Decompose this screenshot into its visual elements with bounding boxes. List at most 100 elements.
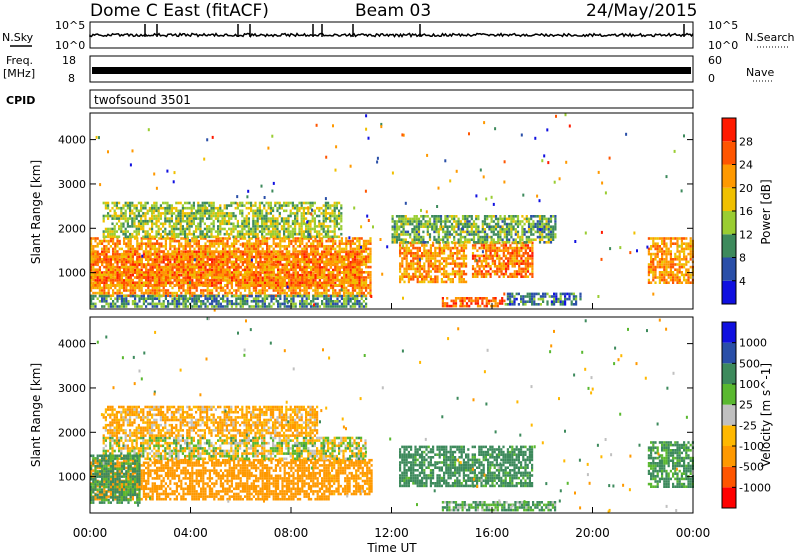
heatmap-cell xyxy=(197,271,200,274)
heatmap-cell xyxy=(314,239,317,243)
heatmap-cell xyxy=(123,281,126,284)
heatmap-cell xyxy=(167,258,170,261)
heatmap-cell xyxy=(266,250,269,253)
heatmap-cell xyxy=(259,245,262,248)
heatmap-cell xyxy=(214,214,217,218)
heatmap-cell xyxy=(367,286,370,290)
heatmap-cell xyxy=(201,217,204,220)
heatmap-cell xyxy=(252,271,255,274)
heatmap-cell xyxy=(228,273,231,277)
heatmap-cell xyxy=(280,217,283,220)
heatmap-cell xyxy=(167,255,170,258)
heatmap-cell xyxy=(113,209,116,213)
heatmap-cell xyxy=(131,286,134,290)
heatmap-cell xyxy=(276,232,279,236)
heatmap-cell xyxy=(90,284,93,287)
heatmap-cell xyxy=(101,247,104,251)
heatmap-cell xyxy=(252,242,255,245)
heatmap-cell xyxy=(160,237,163,240)
cpid-value: twofsound 3501 xyxy=(94,93,191,107)
heatmap-cell xyxy=(268,250,271,253)
heatmap-cell xyxy=(184,268,187,272)
heatmap-cell xyxy=(147,281,150,284)
heatmap-cell xyxy=(324,201,327,205)
heatmap-cell xyxy=(189,247,192,251)
heatmap-cell xyxy=(285,250,288,253)
heatmap-cell xyxy=(305,265,308,269)
heatmap-cell xyxy=(173,266,176,269)
heatmap-cell xyxy=(191,281,194,284)
heatmap-cell xyxy=(405,254,408,258)
heatmap-cell xyxy=(252,217,255,220)
heatmap-cell xyxy=(261,297,264,300)
heatmap-cell xyxy=(316,281,319,284)
heatmap-cell xyxy=(233,239,236,243)
heatmap-cell xyxy=(292,305,295,308)
freq-tick-top: 18 xyxy=(62,54,76,67)
heatmap-cell xyxy=(407,280,410,284)
heatmap-cell xyxy=(94,284,97,287)
heatmap-cell xyxy=(288,289,291,292)
heatmap-cell xyxy=(219,242,222,245)
heatmap-cell xyxy=(321,260,324,264)
heatmap-cell xyxy=(263,289,266,292)
heatmap-cell xyxy=(96,245,99,248)
heatmap-cell xyxy=(147,268,150,272)
heatmap-cell xyxy=(248,273,251,277)
heatmap-cell xyxy=(138,258,141,261)
heatmap-cell xyxy=(180,281,183,284)
heatmap-cell xyxy=(239,225,242,228)
heatmap-cell xyxy=(351,268,354,271)
heatmap-cell xyxy=(369,278,372,282)
heatmap-cell xyxy=(235,252,238,256)
heatmap-cell xyxy=(162,260,165,264)
heatmap-cell xyxy=(162,230,165,233)
heatmap-cell xyxy=(294,265,297,269)
heatmap-cell xyxy=(311,201,314,205)
heatmap-cell xyxy=(114,247,117,251)
heatmap-cell xyxy=(332,286,335,290)
heatmap-cell xyxy=(296,286,299,290)
heatmap-cell xyxy=(299,291,302,295)
heatmap-cell xyxy=(217,227,220,231)
heatmap-cell xyxy=(255,286,258,290)
heatmap-cell xyxy=(270,276,273,279)
heatmap-cell xyxy=(336,297,339,300)
heatmap-cell xyxy=(257,281,260,284)
heatmap-cell xyxy=(158,281,161,285)
heatmap-cell xyxy=(327,252,330,256)
heatmap-cell xyxy=(416,254,419,258)
heatmap-cell xyxy=(277,291,280,295)
heatmap-cell xyxy=(362,255,365,258)
heatmap-cell xyxy=(303,260,306,264)
heatmap-cell xyxy=(113,225,116,228)
heatmap-cell xyxy=(101,258,104,261)
heatmap-cell xyxy=(270,255,273,258)
heatmap-cell xyxy=(184,276,187,279)
heatmap-cell xyxy=(138,278,141,282)
heatmap-cell xyxy=(189,278,192,282)
heatmap-cell xyxy=(96,258,99,261)
heatmap-cell xyxy=(92,278,95,282)
heatmap-cell xyxy=(259,239,262,243)
heatmap-cell xyxy=(323,263,326,266)
heatmap-cell xyxy=(248,247,251,251)
heatmap-cell xyxy=(199,204,202,207)
heatmap-cell xyxy=(118,297,121,300)
heatmap-cell xyxy=(261,271,264,274)
heatmap-cell xyxy=(147,284,150,287)
heatmap-cell xyxy=(244,294,247,298)
heatmap-cell xyxy=(280,225,283,228)
heatmap-cell xyxy=(263,230,266,233)
heatmap-cell xyxy=(98,239,101,243)
heatmap-cell xyxy=(268,286,271,290)
heatmap-cell xyxy=(186,258,189,261)
heatmap-cell xyxy=(356,250,359,254)
heatmap-cell xyxy=(197,266,200,269)
heatmap-cell xyxy=(145,289,148,292)
heatmap-cell xyxy=(213,242,216,245)
heatmap-cell xyxy=(118,255,121,258)
heatmap-cell xyxy=(287,204,290,207)
heatmap-cell xyxy=(193,263,196,267)
heatmap-cell xyxy=(101,294,104,298)
